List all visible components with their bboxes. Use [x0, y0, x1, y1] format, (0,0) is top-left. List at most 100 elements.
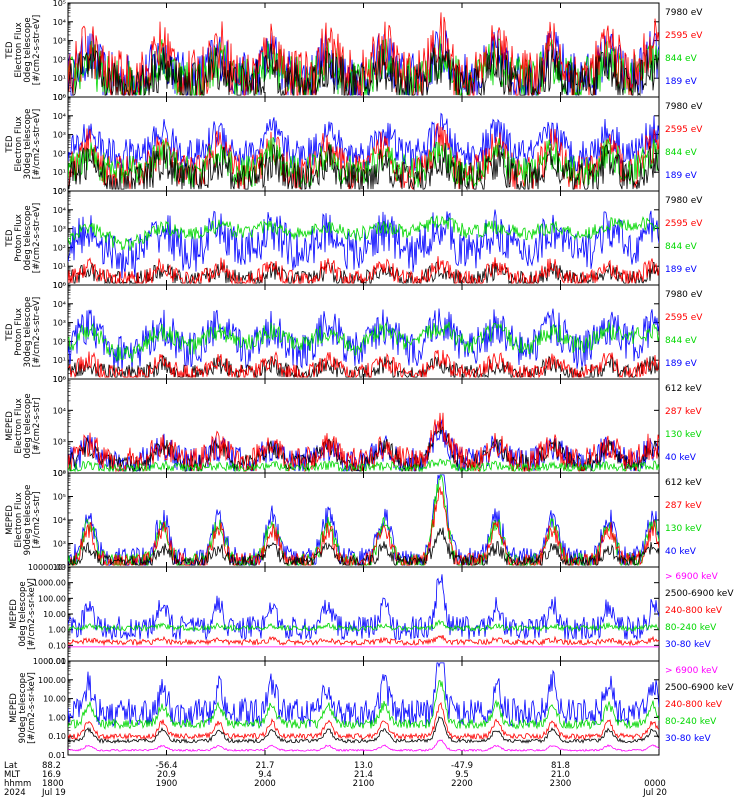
- series-trace-blue: [68, 662, 659, 728]
- panel-traces: [68, 662, 659, 752]
- y-tick-label: 10³: [53, 225, 66, 234]
- legend-entry: 189 eV: [665, 171, 698, 181]
- series-trace-black: [68, 261, 659, 285]
- x-tick-label: 1800: [42, 779, 64, 789]
- x-tick-label: 21.0: [551, 770, 570, 780]
- y-tick-label: 1000.00: [33, 657, 66, 666]
- x-row-label: Lat: [4, 761, 18, 771]
- y-axis-label: TED: [5, 229, 15, 248]
- y-axis-label: [#/cm2-s-str-eV]: [32, 297, 42, 367]
- legend-entry: 844 eV: [665, 54, 698, 64]
- y-tick-label: 0.10: [48, 641, 66, 650]
- legend-entry: 30-80 keV: [665, 640, 711, 650]
- y-tick-label: 10²: [53, 149, 66, 158]
- y-axis-label: Electron Flux: [14, 398, 24, 453]
- y-axis-label: MEPED: [9, 599, 19, 629]
- series-trace-green: [68, 619, 659, 633]
- y-tick-label: 10¹: [53, 168, 66, 177]
- y-axis-label: TED: [5, 41, 15, 60]
- series-trace-blue: [68, 574, 659, 641]
- y-axis-label: 0deg telescope: [23, 393, 33, 458]
- y-tick-label: 1.00: [48, 713, 66, 722]
- y-axis-label: Electron Flux: [14, 116, 24, 171]
- x-tick-label: Jul 19: [41, 788, 66, 798]
- y-tick-label: 10⁶: [53, 469, 66, 478]
- legend-entry: 7980 eV: [665, 8, 703, 18]
- panel-traces: [68, 209, 659, 285]
- x-tick-label: Jul 20: [642, 788, 667, 798]
- panel-7: 0.01 0.10 1.00 10.00 100.00 1000.00 10000.00 ME…: [9, 563, 734, 666]
- y-tick-label: 10³: [53, 540, 66, 549]
- y-tick-label: 10³: [53, 438, 66, 447]
- y-axis-label: [#/cm2-s-str-eV]: [32, 109, 42, 179]
- x-tick-label: 2000: [254, 779, 276, 789]
- y-axis-label: [#/cm2-s-str]: [32, 492, 42, 549]
- y-axis-label: 30deg telescope: [23, 109, 33, 180]
- y-axis-label: MEPED: [9, 693, 19, 723]
- y-tick-label: 10³: [53, 37, 66, 46]
- legend-entry: 844 eV: [665, 336, 698, 346]
- y-axis-label: 30deg telescope: [23, 297, 33, 368]
- y-tick-label: 10⁴: [53, 206, 66, 215]
- y-tick-label: 10²: [53, 563, 66, 572]
- panel-3: 10⁰ 10¹ 10² 10³ 10⁴ 10⁵ TED Proton Flux 0deg tel…: [5, 187, 703, 290]
- y-tick-label: 10⁴: [53, 18, 66, 27]
- x-row-label: 2024: [4, 788, 26, 798]
- series-trace-blue: [68, 112, 659, 172]
- legend-entry: 80-240 keV: [665, 623, 717, 633]
- y-tick-label: 10⁰: [53, 187, 66, 196]
- y-tick-label: 0.10: [48, 732, 66, 741]
- panel-6: 10² 10³ 10⁴ 10⁵ 10⁶ MEPED Electron Flux 90deg t…: [5, 469, 702, 572]
- y-tick-label: 10³: [53, 131, 66, 140]
- y-axis-label: Proton Flux: [14, 214, 24, 262]
- y-tick-label: 100.00: [38, 676, 66, 685]
- legend-entry: 844 eV: [665, 242, 698, 252]
- x-tick-label: 16.9: [42, 770, 61, 780]
- y-axis-label: Electron Flux: [14, 22, 24, 77]
- y-tick-label: 10⁵: [53, 281, 66, 290]
- series-trace-red: [68, 349, 659, 379]
- y-tick-label: 10¹: [53, 262, 66, 271]
- x-tick-label: 2200: [451, 779, 473, 789]
- panel-8: 0.01 0.10 1.00 10.00 100.00 1000.00 MEPED 90deg…: [9, 657, 734, 760]
- legend-entry: 2595 eV: [665, 31, 703, 41]
- y-axis-label: [#/cm2-s-str-eV]: [32, 15, 42, 85]
- series-trace-blue: [68, 474, 659, 567]
- series-trace-black: [68, 142, 659, 191]
- legend-entry: 287 keV: [665, 501, 702, 511]
- series-trace-green: [68, 321, 659, 363]
- y-tick-label: 10.00: [43, 695, 66, 704]
- y-tick-label: 10⁵: [53, 375, 66, 384]
- y-axis-label: 0deg telescope: [23, 17, 33, 82]
- x-tick-label: 9.4: [258, 770, 272, 780]
- y-tick-label: 10⁴: [53, 300, 66, 309]
- legend-entry: 189 eV: [665, 359, 698, 369]
- series-trace-green: [68, 680, 659, 730]
- legend-entry: 2500-6900 keV: [665, 683, 734, 693]
- y-tick-label: 10⁴: [53, 112, 66, 121]
- x-tick-label: 2300: [550, 779, 572, 789]
- y-tick-label: 10000.00: [28, 563, 66, 572]
- x-tick-label: 88.2: [42, 761, 61, 771]
- panel-1: 10⁰ 10¹ 10² 10³ 10⁴ 10⁵ TED Electron Flux 0deg t…: [5, 0, 703, 102]
- y-tick-label: 0.01: [48, 657, 66, 666]
- legend-entry: 240-800 keV: [665, 700, 723, 710]
- y-tick-label: 10⁰: [53, 375, 66, 384]
- y-axis-label: MEPED: [5, 411, 15, 441]
- y-tick-label: 10³: [53, 319, 66, 328]
- legend-entry: 30-80 keV: [665, 734, 711, 744]
- legend-entry: > 6900 keV: [665, 666, 719, 676]
- legend-entry: 130 keV: [665, 430, 702, 440]
- x-tick-label: 21.4: [354, 770, 373, 780]
- y-axis-label: TED: [5, 135, 15, 154]
- y-tick-label: 10⁵: [53, 493, 66, 502]
- y-tick-label: 0.01: [48, 751, 66, 760]
- legend-entry: 189 eV: [665, 77, 698, 87]
- y-tick-label: 10²: [53, 337, 66, 346]
- y-tick-label: 10⁵: [53, 187, 66, 196]
- legend-entry: 612 keV: [665, 384, 702, 394]
- y-axis-label: [#/cm2-s-str-eV]: [32, 203, 42, 273]
- legend-entry: > 6900 keV: [665, 572, 719, 582]
- legend-entry: 130 keV: [665, 524, 702, 534]
